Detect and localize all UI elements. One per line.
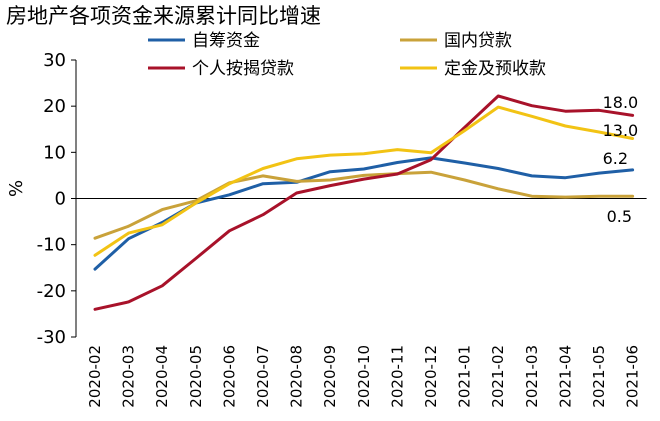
y-axis-label: %: [6, 180, 27, 197]
chart-title: 房地产各项资金来源累计同比增速: [6, 4, 321, 28]
x-tick-label: 2020-06: [220, 345, 238, 408]
legend-label: 定金及预收款: [444, 59, 546, 79]
y-tick-label: -10: [37, 235, 66, 256]
legend-label: 国内贷款: [444, 31, 512, 51]
x-tick-label: 2021-03: [523, 345, 541, 408]
x-tick-label: 2020-03: [120, 345, 138, 408]
x-tick-label: 2020-02: [86, 345, 104, 408]
y-tick-label: 20: [43, 96, 66, 117]
y-tick-label: -30: [37, 327, 66, 348]
series-line-3: [93, 94, 635, 311]
x-tick-label: 2020-04: [153, 345, 171, 408]
x-tick-label: 2020-07: [254, 345, 272, 408]
data-label-end: 0.5: [607, 207, 632, 226]
x-tick-label: 2020-05: [187, 345, 205, 408]
series-line-2: [93, 170, 635, 240]
y-tick-label: 30: [43, 50, 66, 71]
x-tick-label: 2021-06: [624, 345, 642, 408]
x-tick-label: 2020-11: [388, 345, 406, 408]
x-tick-label: 2021-01: [456, 345, 474, 408]
x-tick-label: 2021-02: [489, 345, 507, 408]
y-tick-label: -20: [37, 281, 66, 302]
data-label-end: 13.0: [603, 121, 639, 140]
data-label-end: 18.0: [603, 93, 639, 112]
x-tick-label: 2020-12: [422, 345, 440, 408]
x-tick-label: 2020-10: [355, 345, 373, 408]
legend-label: 个人按揭贷款: [192, 59, 294, 79]
legend-label: 自筹资金: [192, 31, 260, 51]
y-tick-label: 10: [43, 142, 66, 163]
x-tick-label: 2021-04: [556, 345, 574, 408]
x-tick-label: 2020-08: [288, 345, 306, 408]
y-tick-label: 0: [55, 189, 66, 210]
data-label-end: 6.2: [603, 149, 628, 168]
x-tick-label: 2020-09: [321, 345, 339, 408]
series-line-4: [93, 105, 635, 257]
x-tick-label: 2021-05: [590, 345, 608, 408]
